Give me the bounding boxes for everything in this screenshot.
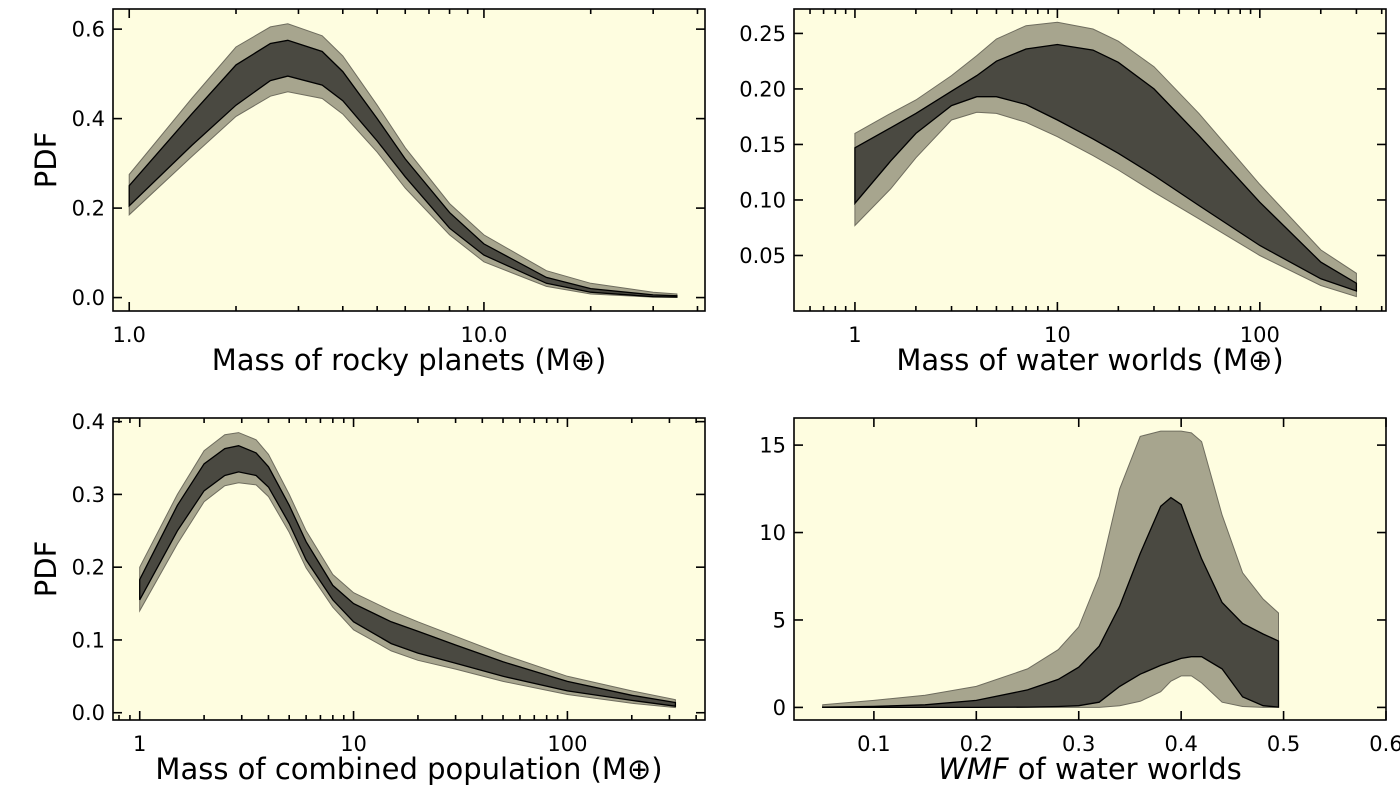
plot-frame [112,8,706,312]
y-tick-label: 0.2 [72,556,105,580]
panel-rocky-mass: 1.0 10.0 0.0 0.2 0.4 0.6 Mass of rocky planets… [29,8,706,377]
panel-combined-mass: 1 10 100 0.0 0.1 0.2 0.3 0.4 Mass of combined po… [29,410,706,786]
x-tick-label: 100 [547,732,587,756]
y-tick-label: 0.20 [739,77,786,101]
y-tick-label: 0.25 [739,22,786,46]
plot-frame [793,8,1387,312]
x-tick-label: 1 [133,732,146,756]
y-tick-label: 0.05 [739,244,786,268]
x-tick-label: 0.5 [1267,732,1300,756]
y-tick-label: 10 [759,521,786,545]
inner-confidence-band [854,43,1358,292]
y-axis-label: PDF [29,132,63,189]
x-tick-label: 10.0 [461,323,508,347]
x-axis-label-rest: of water worlds [1009,752,1242,786]
outer-confidence-band [139,432,676,709]
x-tick-label: 1 [848,323,861,347]
y-tick-label: 5 [773,608,786,632]
x-tick-label: 0.3 [1062,732,1095,756]
y-tick-label: 0.6 [72,18,105,42]
inner-confidence-band [139,445,677,707]
x-tick-label: 100 [1240,323,1280,347]
x-tick-label: 0.4 [1164,732,1197,756]
y-tick-label: 0.1 [72,628,105,652]
x-tick-label: 0.6 [1369,732,1400,756]
x-tick-label: 1.0 [113,323,146,347]
plot-frame [112,417,706,721]
y-tick-label: 0.4 [72,107,105,131]
y-tick-label: 0 [773,696,786,720]
panel-water-wmf: 0.1 0.2 0.3 0.4 0.5 0.6 0 5 10 15 WMF of water wor… [759,417,1400,786]
x-axis-label: Mass of water worlds (M⊕) [896,343,1283,377]
inner-confidence-band [128,39,678,298]
x-axis-label: Mass of combined population (M⊕) [155,752,662,786]
panel-water-mass: 1 10 100 0.05 0.10 0.15 0.20 0.25 Mass of water … [739,8,1387,377]
inner-confidence-band [822,496,1280,709]
plot-frame [793,417,1387,721]
y-axis-label: PDF [29,541,63,598]
x-axis-label: Mass of rocky planets (M⊕) [212,343,607,377]
y-tick-label: 0.4 [72,410,105,434]
x-tick-label: 0.1 [857,732,890,756]
x-tick-label: 10 [1044,323,1071,347]
y-tick-label: 0.3 [72,483,105,507]
x-tick-label: 0.2 [960,732,993,756]
y-tick-label: 0.0 [72,701,105,725]
y-tick-label: 0.15 [739,133,786,157]
y-tick-label: 0.2 [72,197,105,221]
y-tick-label: 15 [759,434,786,458]
x-axis-label: WMF of water worlds [938,752,1242,786]
y-tick-label: 0.10 [739,188,786,212]
y-tick-label: 0.0 [72,286,105,310]
x-tick-label: 10 [340,732,367,756]
x-axis-label-emphasis: WMF [938,752,1010,786]
